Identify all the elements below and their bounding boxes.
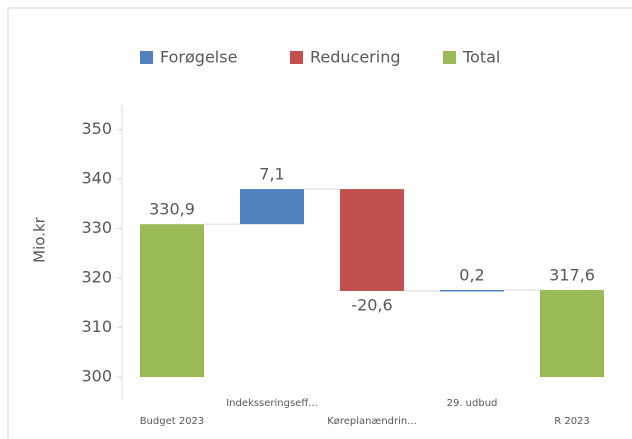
- y-tick-label: 330: [81, 218, 112, 237]
- x-tick-label: Køreplanændrin...: [327, 416, 417, 427]
- y-tick-label: 340: [81, 169, 112, 188]
- legend-swatch: [140, 51, 153, 64]
- value-label: 330,9: [149, 200, 195, 219]
- bar: [540, 289, 604, 377]
- x-tick-label: Budget 2023: [140, 416, 205, 427]
- value-label: 317,6: [549, 265, 595, 284]
- value-label: 7,1: [259, 165, 284, 184]
- chart-frame: [7, 7, 632, 439]
- x-tick-label: 29. udbud: [447, 398, 498, 409]
- value-label: 0,2: [459, 265, 484, 284]
- bar: [440, 289, 504, 292]
- y-tick-label: 320: [81, 268, 112, 287]
- legend-swatch: [290, 51, 303, 64]
- bar: [340, 189, 404, 291]
- y-axis-title: Mio.kr: [31, 216, 49, 262]
- x-tick-label: R 2023: [554, 416, 590, 427]
- legend-label: Forøgelse: [160, 48, 237, 67]
- bar: [240, 189, 304, 225]
- x-tick-label: Indeksseringseff...: [226, 398, 318, 409]
- value-label: -20,6: [351, 295, 392, 314]
- legend-swatch: [443, 51, 456, 64]
- legend-label: Total: [462, 48, 500, 67]
- legend-label: Reducering: [310, 48, 401, 67]
- y-tick-label: 310: [81, 317, 112, 336]
- y-tick-label: 300: [81, 367, 112, 386]
- bar: [140, 224, 204, 377]
- y-tick-label: 350: [81, 119, 112, 138]
